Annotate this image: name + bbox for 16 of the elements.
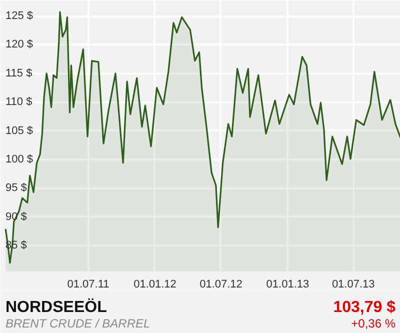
y-tick-label: 125 $ <box>6 10 34 22</box>
text: +0,36 % <box>351 316 396 330</box>
x-tick-label: 01.01.13 <box>266 278 310 290</box>
y-tick-label: 115 $ <box>6 67 32 80</box>
text: 103,79 $ <box>333 299 396 316</box>
y-tick-label: 95 $ <box>6 182 27 194</box>
x-tick-label: 01.07.13 <box>332 278 375 290</box>
x-tick-label: 01.07.11 <box>67 278 110 290</box>
y-tick-label: 120 $ <box>6 38 34 51</box>
y-tick-label: 105 $ <box>6 124 34 137</box>
y-tick-label: 100 $ <box>6 154 34 166</box>
x-tick-label: 01.07.12 <box>200 278 242 290</box>
text: BRENT CRUDE / BARREL <box>6 316 150 330</box>
y-tick-label: 110 $ <box>6 96 32 108</box>
text: NORDSEEÖL <box>6 298 108 316</box>
x-tick-label: 01.01.12 <box>134 278 176 290</box>
